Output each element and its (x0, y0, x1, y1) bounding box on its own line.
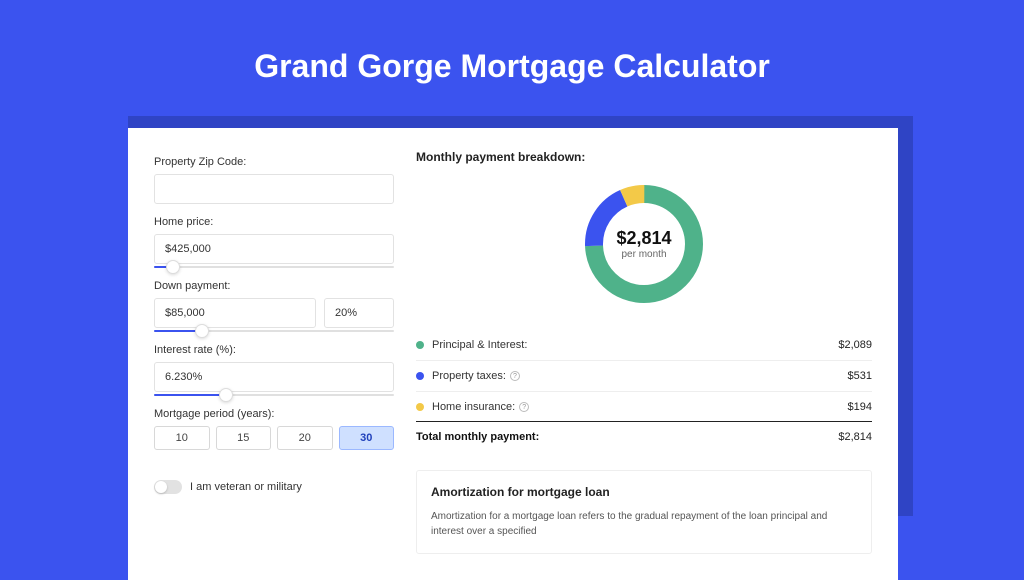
breakdown-title: Monthly payment breakdown: (416, 150, 872, 164)
legend-row: Principal & Interest:$2,089 (416, 330, 872, 361)
veteran-label: I am veteran or military (190, 481, 302, 493)
legend-dot (416, 372, 424, 380)
home-price-input[interactable] (154, 234, 394, 264)
page-title: Grand Gorge Mortgage Calculator (0, 0, 1024, 113)
period-button-10[interactable]: 10 (154, 426, 210, 450)
period-button-20[interactable]: 20 (277, 426, 333, 450)
period-label: Mortgage period (years): (154, 408, 394, 420)
info-icon[interactable]: ? (510, 371, 520, 381)
legend-label: Principal & Interest: (432, 339, 838, 351)
period-button-30[interactable]: 30 (339, 426, 395, 450)
period-buttons: 10152030 (154, 426, 394, 450)
rate-input[interactable] (154, 362, 394, 392)
home-price-label: Home price: (154, 216, 394, 228)
total-row: Total monthly payment: $2,814 (416, 421, 872, 452)
zip-label: Property Zip Code: (154, 156, 394, 168)
donut-chart: $2,814 per month (582, 182, 706, 306)
legend-row: Home insurance:?$194 (416, 392, 872, 422)
donut-amount: $2,814 (616, 228, 671, 249)
period-button-15[interactable]: 15 (216, 426, 272, 450)
amortization-title: Amortization for mortgage loan (431, 485, 857, 499)
legend-value: $194 (848, 401, 872, 413)
info-icon[interactable]: ? (519, 402, 529, 412)
legend-dot (416, 341, 424, 349)
rate-slider[interactable] (154, 394, 394, 396)
down-payment-input[interactable] (154, 298, 316, 328)
donut-sub: per month (616, 249, 671, 260)
legend-label: Home insurance:? (432, 401, 848, 413)
home-price-slider[interactable] (154, 266, 394, 268)
legend-value: $531 (848, 370, 872, 382)
form-column: Property Zip Code: Home price: Down paym… (154, 150, 394, 554)
down-payment-pct-input[interactable] (324, 298, 394, 328)
veteran-toggle[interactable] (154, 480, 182, 494)
legend-value: $2,089 (838, 339, 872, 351)
donut-container: $2,814 per month (416, 182, 872, 306)
rate-label: Interest rate (%): (154, 344, 394, 356)
legend-dot (416, 403, 424, 411)
amortization-box: Amortization for mortgage loan Amortizat… (416, 470, 872, 554)
total-value: $2,814 (838, 431, 872, 443)
legend-row: Property taxes:?$531 (416, 361, 872, 392)
legend-label: Property taxes:? (432, 370, 848, 382)
results-column: Monthly payment breakdown: $2,814 per mo… (416, 150, 872, 554)
zip-input[interactable] (154, 174, 394, 204)
total-label: Total monthly payment: (416, 431, 838, 443)
amortization-text: Amortization for a mortgage loan refers … (431, 509, 857, 539)
down-payment-slider[interactable] (154, 330, 394, 332)
legend-list: Principal & Interest:$2,089Property taxe… (416, 330, 872, 422)
down-payment-label: Down payment: (154, 280, 394, 292)
calculator-card: Property Zip Code: Home price: Down paym… (128, 128, 898, 580)
